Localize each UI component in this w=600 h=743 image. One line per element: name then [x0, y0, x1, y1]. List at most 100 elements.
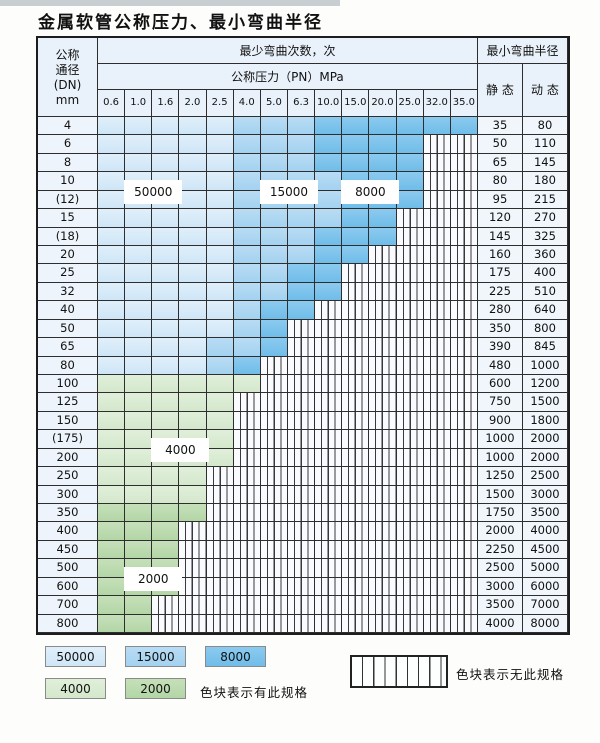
spec-cell — [125, 448, 153, 468]
no-spec-cell — [369, 559, 397, 578]
no-spec-cell — [450, 227, 478, 246]
no-spec-cell — [315, 301, 343, 320]
no-spec-cell — [260, 540, 288, 560]
no-spec-cell — [369, 448, 397, 468]
spec-cell — [125, 319, 153, 339]
static-value-cell: 35 — [477, 117, 523, 136]
no-spec-cell — [233, 393, 261, 412]
dynamic-value-cell: 5000 — [522, 559, 568, 578]
legend-unavailable-label: 色块表示无此规格 — [456, 667, 565, 682]
no-spec-cell — [396, 319, 424, 339]
no-spec-cell — [396, 393, 424, 412]
spec-cell — [206, 375, 234, 394]
spec-cell — [179, 190, 207, 210]
no-spec-cell — [233, 559, 261, 578]
spec-cell — [315, 264, 343, 283]
no-spec-cell — [423, 301, 451, 320]
spec-cell — [98, 596, 126, 615]
no-spec-cell — [315, 338, 343, 357]
no-spec-cell — [233, 577, 261, 597]
no-spec-cell — [396, 522, 424, 541]
no-spec-cell — [423, 411, 451, 431]
band-label-8000: 8000 — [342, 180, 399, 203]
spec-cell — [233, 117, 261, 136]
no-spec-cell — [342, 577, 370, 597]
no-spec-cell — [369, 467, 397, 486]
spec-cell — [152, 356, 180, 375]
static-value-cell: 390 — [477, 338, 523, 357]
no-spec-cell — [342, 264, 370, 283]
no-spec-cell — [396, 504, 424, 523]
no-spec-cell — [450, 264, 478, 283]
spec-cell — [98, 504, 126, 523]
spec-cell — [179, 504, 207, 523]
spec-cell — [287, 117, 316, 136]
spec-cell — [206, 338, 234, 357]
spec-cell — [179, 375, 207, 394]
static-header: 静 态 — [477, 64, 523, 117]
legend-no-spec-swatch — [350, 655, 448, 688]
spec-cell — [315, 172, 343, 191]
spec-cell — [287, 264, 316, 283]
spec-cell — [125, 375, 153, 394]
spec-cell — [179, 227, 207, 246]
no-spec-cell — [342, 448, 370, 468]
spec-cell — [233, 209, 261, 228]
dn-cell: 300 — [38, 485, 98, 505]
no-spec-cell — [450, 356, 478, 375]
no-spec-cell — [233, 467, 261, 486]
legend-swatch-2000: 2000 — [125, 678, 186, 699]
dn-cell: 4 — [38, 117, 98, 136]
pressure-col-header: 0.6 — [98, 90, 126, 117]
spec-cell — [233, 227, 261, 246]
no-spec-cell — [260, 467, 288, 486]
no-spec-cell — [179, 614, 207, 634]
no-spec-cell — [450, 135, 478, 154]
spec-cell — [152, 282, 180, 302]
dynamic-value-cell: 3000 — [522, 485, 568, 505]
no-spec-cell — [342, 375, 370, 394]
no-spec-cell — [396, 614, 424, 634]
spec-cell — [152, 467, 180, 486]
spec-cell — [125, 430, 153, 449]
no-spec-cell — [260, 430, 288, 449]
no-spec-cell — [423, 172, 451, 191]
spec-cell — [206, 172, 234, 191]
no-spec-cell — [423, 375, 451, 394]
pressure-col-header: 10.0 — [315, 90, 343, 117]
pressure-col-header: 32.0 — [423, 90, 451, 117]
spec-cell — [98, 614, 126, 634]
spec-cell — [98, 577, 126, 597]
no-spec-cell — [315, 430, 343, 449]
no-spec-cell — [287, 614, 316, 634]
spec-cell — [396, 135, 424, 154]
dynamic-value-cell: 110 — [522, 135, 568, 154]
no-spec-cell — [260, 393, 288, 412]
no-spec-cell — [423, 227, 451, 246]
spec-cell — [98, 209, 126, 228]
pressure-col-header: 20.0 — [369, 90, 397, 117]
pressure-col-header: 2.5 — [206, 90, 234, 117]
dn-cell: 250 — [38, 467, 98, 486]
no-spec-cell — [342, 356, 370, 375]
spec-cell — [98, 172, 126, 191]
no-spec-cell — [287, 411, 316, 431]
spec-cell — [152, 504, 180, 523]
spec-cell — [206, 209, 234, 228]
spec-cell — [179, 301, 207, 320]
static-value-cell: 900 — [477, 411, 523, 431]
static-value-cell: 280 — [477, 301, 523, 320]
static-value-cell: 50 — [477, 135, 523, 154]
radius-header: 最小弯曲半径 — [477, 38, 568, 64]
no-spec-cell — [342, 504, 370, 523]
legend-swatch-8000: 8000 — [205, 646, 266, 667]
no-spec-cell — [450, 319, 478, 339]
spec-cell — [233, 172, 261, 191]
dynamic-value-cell: 325 — [522, 227, 568, 246]
spec-cell — [342, 209, 370, 228]
spec-cell — [396, 172, 424, 191]
spec-cell — [233, 190, 261, 210]
no-spec-cell — [396, 485, 424, 505]
dynamic-value-cell: 1000 — [522, 356, 568, 375]
spec-cell — [152, 338, 180, 357]
